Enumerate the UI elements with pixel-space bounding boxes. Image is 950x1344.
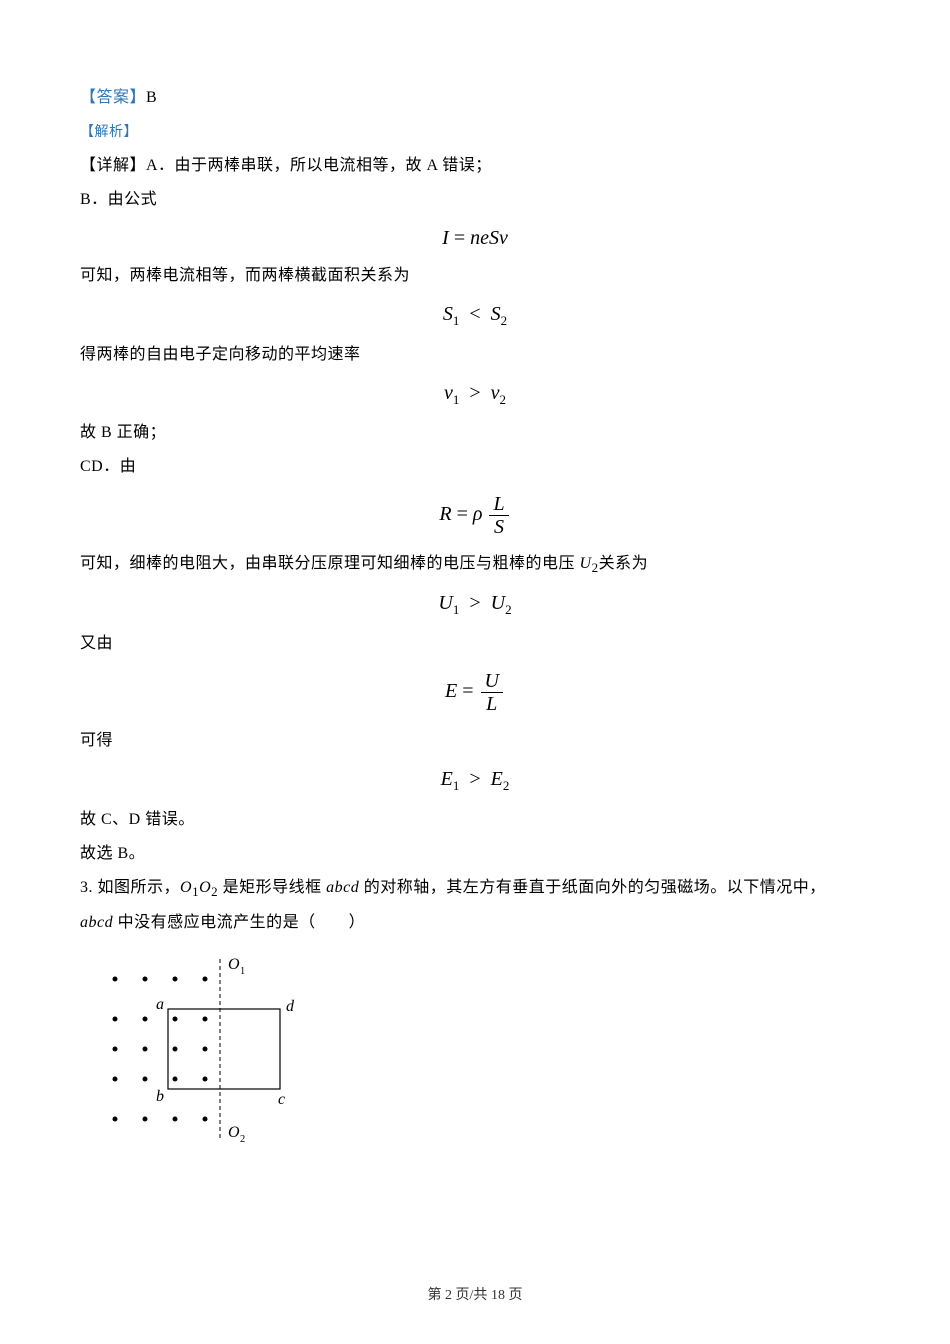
field-loop-diagram: O1O2abcd [90,949,870,1161]
b-line3: 得两棒的自由电子定向移动的平均速率 [80,339,870,371]
cd-intro: CD．由 [80,451,870,483]
cd-conclude: 故 C、D 错误。 [80,804,870,836]
cd-line4: 可得 [80,725,870,757]
detail-a: 【详解】A．由于两棒串联，所以电流相等，故 A 错误； [80,150,870,182]
svg-text:d: d [286,998,295,1015]
answer-line: 【答案】B [80,82,870,114]
formula-U: U1 > U2 [80,591,870,618]
formula-R: R = ρ L S [80,493,870,538]
b-line2: 可知，两棒电流相等，而两棒横截面积关系为 [80,260,870,292]
answer-label: 【答案】 [80,89,146,106]
svg-text:c: c [278,1091,285,1108]
svg-text:2: 2 [240,1134,245,1145]
final-choice: 故选 B。 [80,838,870,870]
formula-E: E = U L [80,670,870,715]
answer-value: B [146,89,157,106]
svg-text:b: b [156,1088,164,1105]
page-content: 【答案】B 【解析】 【详解】A．由于两棒串联，所以电流相等，故 A 错误； B… [0,0,950,1221]
analysis-line: 【解析】 [80,116,870,148]
svg-text:O: O [228,956,240,973]
b-intro: B．由公式 [80,184,870,216]
question-3-line2: abcd 中没有感应电流产生的是（ ） [80,907,870,939]
svg-text:1: 1 [240,966,245,977]
formula-v: v1 > v2 [80,381,870,408]
svg-text:O: O [228,1124,240,1141]
cd-line2: 可知，细棒的电阻大，由串联分压原理可知细棒的电压与粗棒的电压 U2关系为 [80,548,870,581]
svg-text:a: a [156,996,164,1013]
formula-S: S1 < S2 [80,302,870,329]
b-conclude: 故 B 正确； [80,417,870,449]
formula-I: I = neSv [80,226,870,250]
diagram-svg: O1O2abcd [90,949,310,1149]
analysis-label: 【解析】 [80,125,138,140]
cd-line3: 又由 [80,628,870,660]
question-3: 3. 如图所示，O1O2 是矩形导线框 abcd 的对称轴，其左方有垂直于纸面向… [80,872,870,905]
page-footer: 第 2 页/共 18 页 [0,1284,950,1304]
formula-E2: E1 > E2 [80,767,870,794]
